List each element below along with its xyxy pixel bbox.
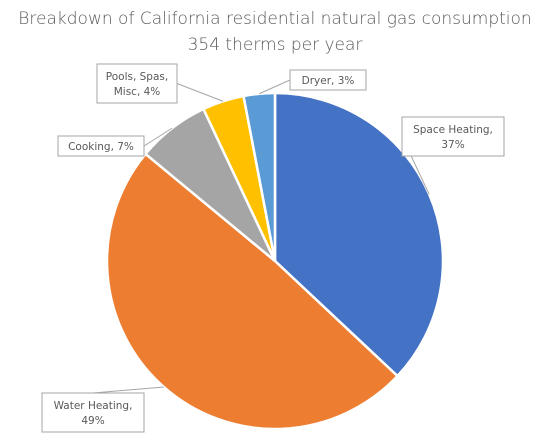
data-label-box	[57, 135, 145, 157]
leader-line	[258, 79, 291, 95]
data-labels: Space Heating, 37% Water Heating, 49% Cookin…	[41, 63, 505, 433]
data-label-text: Water Heating,	[54, 400, 133, 412]
data-label-text: Pools, Spas,	[106, 71, 168, 83]
data-label-box	[41, 392, 145, 433]
leader-line	[176, 83, 224, 102]
chart-title: Breakdown of California residential natu…	[18, 9, 531, 29]
data-label-pools-spas-misc: Pools, Spas, Misc, 4%	[96, 63, 178, 104]
data-label-water-heating: Water Heating, 49%	[41, 392, 145, 433]
data-label-box	[289, 69, 367, 91]
data-label-text: Space Heating,	[413, 124, 493, 136]
data-label-text: 37%	[441, 139, 464, 151]
data-label-cooking: Cooking, 7%	[57, 135, 145, 157]
data-label-space-heating: Space Heating, 37%	[401, 116, 505, 157]
chart-subtitle: 354 therms per year	[188, 35, 363, 55]
data-label-text: Dryer, 3%	[302, 75, 355, 87]
data-label-text: 49%	[81, 415, 104, 427]
pie-slices	[105, 91, 445, 431]
leader-line	[92, 386, 164, 394]
leader-line	[143, 127, 173, 147]
data-label-text: Cooking, 7%	[68, 141, 134, 153]
pie-slice-water-heating	[105, 152, 400, 431]
data-label-text: Misc, 4%	[114, 86, 161, 98]
data-label-box	[96, 63, 178, 104]
data-label-dryer: Dryer, 3%	[289, 69, 367, 91]
data-label-box	[401, 116, 505, 157]
